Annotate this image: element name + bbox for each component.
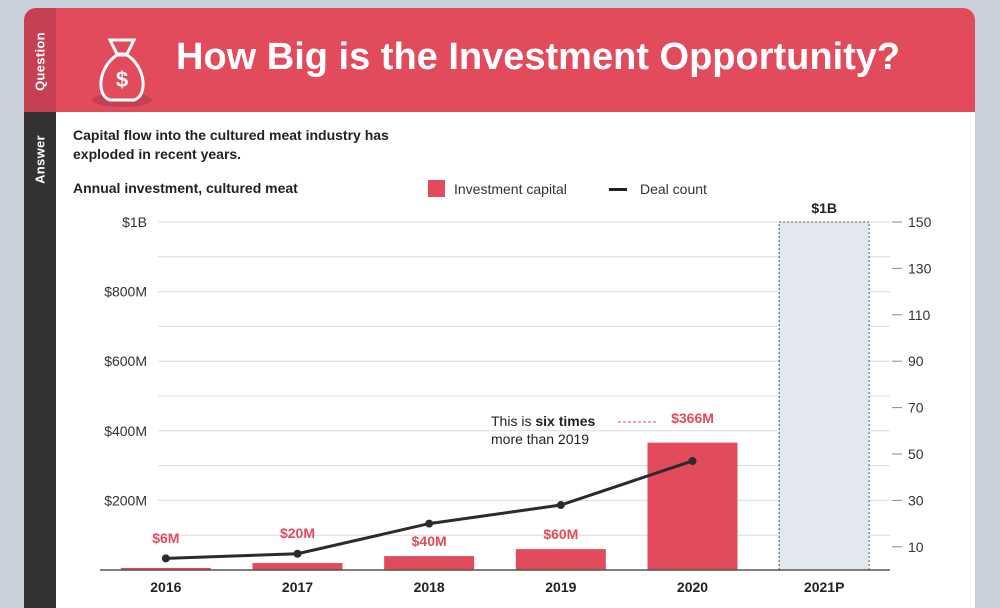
left-tick-label: $400M <box>104 423 147 439</box>
left-tick-label: $200M <box>104 492 147 508</box>
legend-label-investment: Investment capital <box>454 181 567 197</box>
x-tick-label: 2016 <box>150 579 181 595</box>
annotation-line-2: more than 2019 <box>491 431 589 447</box>
answer-sidebar: Answer <box>24 112 56 608</box>
bar-value-label: $20M <box>280 525 315 541</box>
right-tick-label: 50 <box>908 446 924 462</box>
left-tick-label: $1B <box>122 214 147 230</box>
bar <box>252 563 343 570</box>
legend-swatch-investment <box>428 180 445 197</box>
bar-value-label: $366M <box>671 410 714 426</box>
x-tick-label: 2021P <box>804 579 844 595</box>
money-bag-icon: $ <box>92 22 172 122</box>
bar-value-label: $60M <box>543 526 578 542</box>
right-tick-label: 130 <box>908 260 932 276</box>
x-tick-label: 2020 <box>677 579 708 595</box>
x-tick-label: 2018 <box>414 579 445 595</box>
left-tick-label: $600M <box>104 353 147 369</box>
bar-value-label: $40M <box>412 533 447 549</box>
annotation-line-1: This is six times <box>491 413 595 429</box>
x-tick-label: 2017 <box>282 579 313 595</box>
right-tick-label: 10 <box>908 539 924 555</box>
left-tick-label: $800M <box>104 284 147 300</box>
right-tick-label: 110 <box>908 307 931 323</box>
bar <box>384 556 475 570</box>
question-sidebar: Question <box>24 8 56 112</box>
deal-count-point <box>161 554 170 563</box>
bar-projected <box>778 221 870 571</box>
bar <box>120 567 211 570</box>
chart-subtitle: Capital flow into the cultured meat indu… <box>73 127 389 162</box>
right-tick-label: 70 <box>908 400 924 416</box>
page-title: How Big is the Investment Opportunity? <box>176 36 901 78</box>
legend-swatch-deals <box>609 188 627 191</box>
deal-count-point <box>293 549 302 558</box>
right-tick-label: 90 <box>908 353 924 369</box>
title-banner <box>56 8 975 112</box>
bar-value-label: $6M <box>152 530 179 546</box>
chart-title: Annual investment, cultured meat <box>73 180 298 196</box>
x-tick-label: 2019 <box>545 579 576 595</box>
legend-label-deals: Deal count <box>640 181 707 197</box>
right-tick-label: 150 <box>908 214 932 230</box>
annotation-prefix: This is <box>491 413 535 429</box>
deal-count-point <box>556 501 565 510</box>
annotation-emphasis: six times <box>535 413 595 429</box>
bar-value-label: $1B <box>811 200 837 216</box>
deal-count-point <box>688 456 697 465</box>
right-tick-label: 30 <box>908 492 924 508</box>
svg-text:$: $ <box>116 67 128 92</box>
bar <box>515 549 606 570</box>
deal-count-point <box>425 519 434 528</box>
